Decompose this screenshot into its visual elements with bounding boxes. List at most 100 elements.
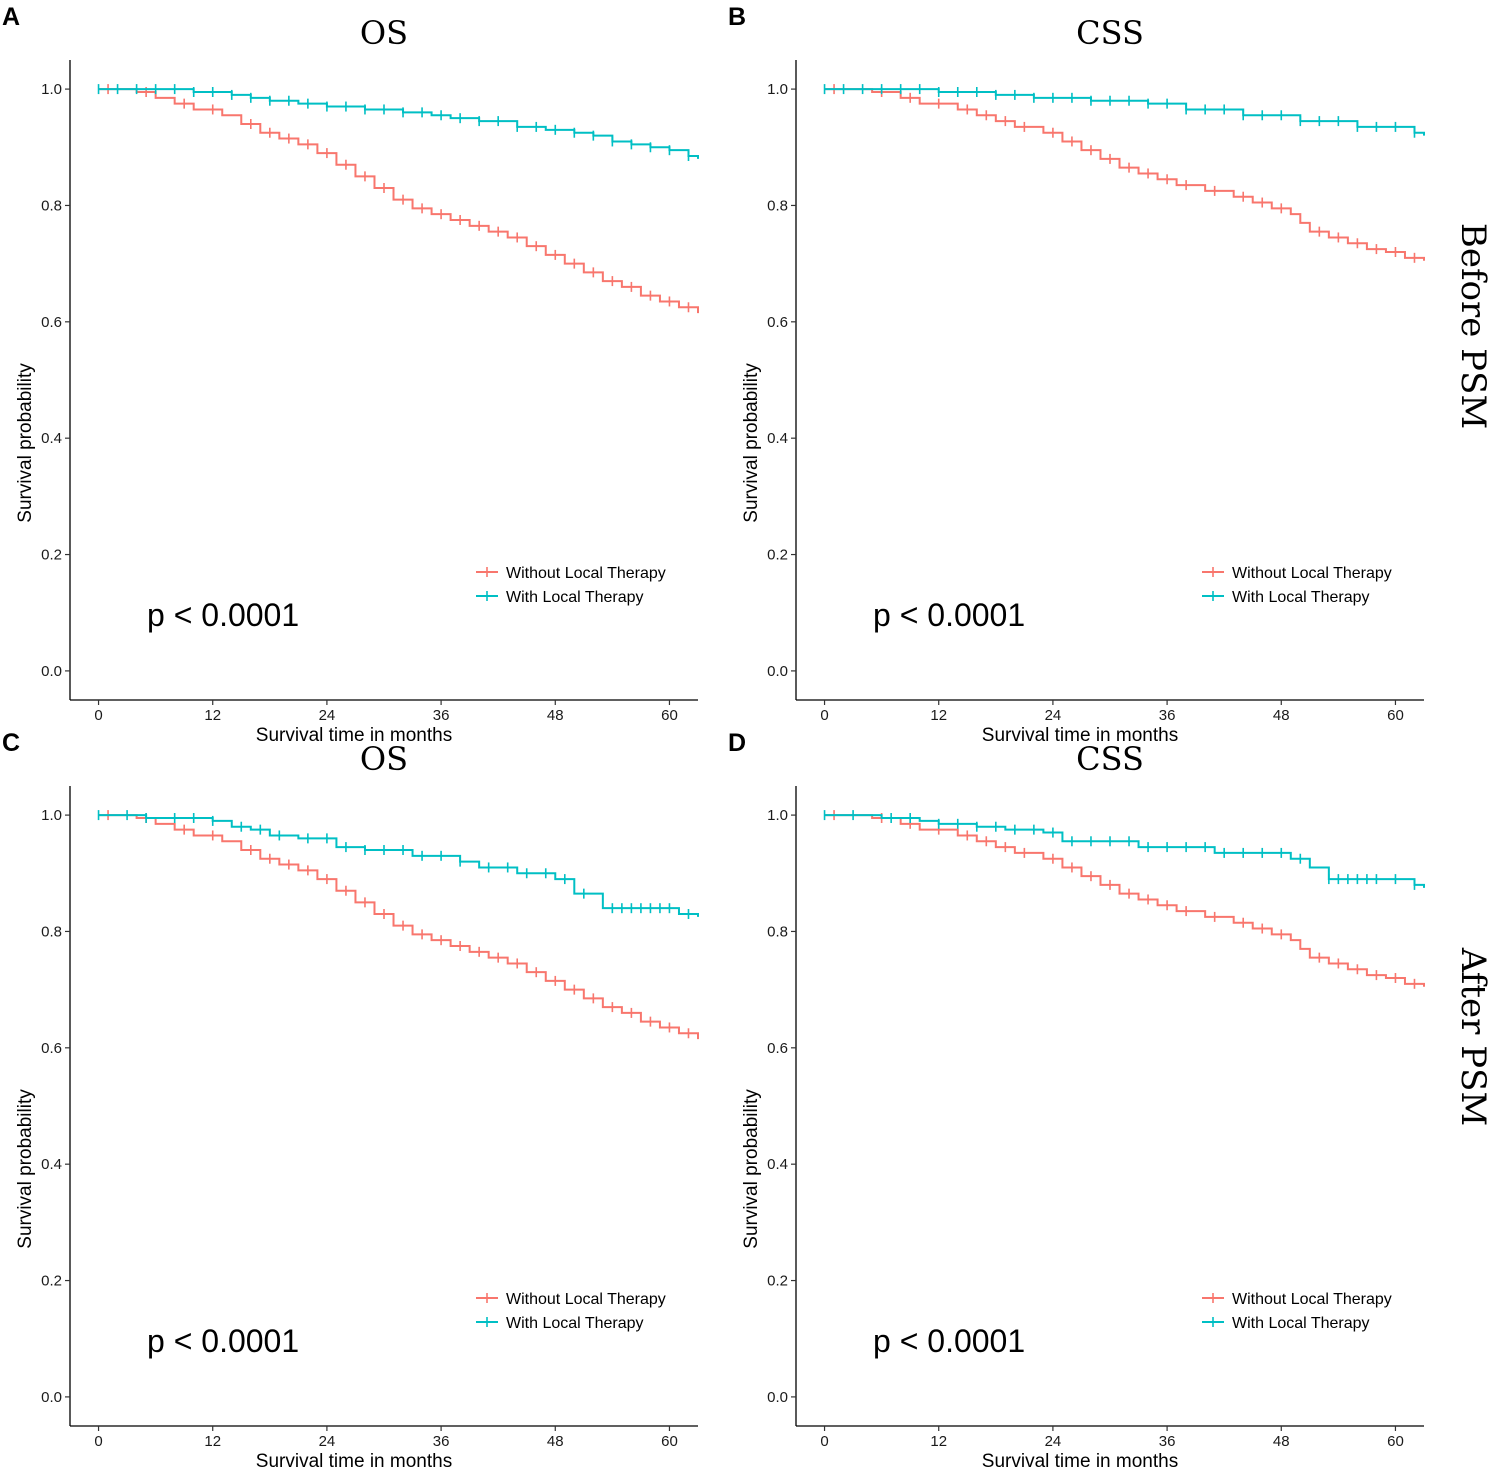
x-axis-title: Survival time in months	[982, 725, 1178, 746]
y-tick-label: 0.2	[41, 1273, 62, 1290]
y-tick-label: 0.2	[41, 547, 62, 564]
y-tick-label: 1.0	[767, 807, 788, 824]
panel-letter: D	[728, 729, 746, 757]
panel-letter: B	[728, 3, 746, 31]
y-tick-label: 0.4	[41, 430, 62, 447]
y-tick-label: 0.6	[41, 314, 62, 331]
x-tick-label: 60	[1387, 1433, 1404, 1450]
y-axis-title: Survival probability	[15, 1089, 36, 1249]
y-tick-label: 0.4	[41, 1156, 62, 1173]
y-tick-label: 0.2	[767, 547, 788, 564]
p-value-annotation: p < 0.0001	[147, 1323, 299, 1359]
y-tick-label: 0.0	[41, 1389, 62, 1406]
y-tick-label: 0.0	[767, 663, 788, 680]
series-without-local-therapy	[824, 810, 1425, 989]
legend: Without Local Therapy With Local Therapy	[476, 1291, 666, 1332]
legend: Without Local Therapy With Local Therapy	[476, 565, 666, 606]
y-tick-label: 0.6	[41, 1040, 62, 1057]
x-tick-label: 0	[94, 707, 102, 724]
panel-letter: A	[2, 3, 20, 31]
legend: Without Local Therapy With Local Therapy	[1202, 1291, 1392, 1332]
survival-curve-without-local-therapy	[824, 88, 1425, 261]
legend-label: With Local Therapy	[506, 589, 644, 606]
p-value-annotation: p < 0.0001	[147, 597, 299, 633]
x-axis-title: Survival time in months	[256, 1451, 452, 1470]
legend-label: Without Local Therapy	[506, 565, 666, 582]
x-axis-title: Survival time in months	[256, 725, 452, 746]
series-with-local-therapy	[823, 810, 1425, 890]
y-tick-label: 1.0	[767, 81, 788, 98]
series-with-local-therapy	[97, 84, 699, 161]
panel-title: OS	[360, 740, 408, 778]
x-tick-label: 48	[547, 1433, 564, 1450]
panel-title: CSS	[1076, 740, 1144, 778]
survival-curve-with-local-therapy	[824, 814, 1425, 888]
panel-c: C OS 0.0 0.2 0.4 0.6 0.8 1.0 0 12 24 36 48 60 Survival…	[2, 729, 699, 1470]
y-tick-label: 1.0	[41, 807, 62, 824]
panel-b: B CSS 0.0 0.2 0.4 0.6 0.8 1.0 0 12 24 36 48 60 Surviva…	[728, 3, 1425, 746]
legend: Without Local Therapy With Local Therapy	[1202, 565, 1392, 606]
y-tick-label: 0.6	[767, 314, 788, 331]
x-tick-label: 12	[204, 707, 221, 724]
x-tick-label: 36	[433, 1433, 450, 1450]
row-label-after-psm: After PSM	[1453, 947, 1492, 1126]
x-tick-label: 60	[1387, 707, 1404, 724]
x-tick-label: 0	[94, 1433, 102, 1450]
series-with-local-therapy	[97, 810, 699, 919]
x-tick-label: 24	[319, 707, 336, 724]
legend-label: With Local Therapy	[1232, 1315, 1370, 1332]
panel-d: D CSS 0.0 0.2 0.4 0.6 0.8 1.0 0 12 24 36 48 60 Surviva…	[728, 729, 1425, 1470]
series-without-local-therapy	[824, 84, 1425, 263]
x-tick-label: 24	[1045, 707, 1062, 724]
y-tick-label: 0.8	[41, 197, 62, 214]
x-tick-label: 12	[204, 1433, 221, 1450]
x-tick-label: 36	[433, 707, 450, 724]
x-tick-label: 24	[319, 1433, 336, 1450]
legend-label: Without Local Therapy	[506, 1291, 666, 1308]
y-axis-title: Survival probability	[741, 1089, 762, 1249]
survival-curve-without-local-therapy	[98, 814, 699, 1040]
legend-label: With Local Therapy	[1232, 589, 1370, 606]
x-tick-label: 12	[930, 1433, 947, 1450]
y-tick-label: 0.8	[767, 923, 788, 940]
survival-curve-without-local-therapy	[824, 814, 1425, 987]
legend-label: Without Local Therapy	[1232, 1291, 1392, 1308]
x-tick-label: 36	[1159, 707, 1176, 724]
x-tick-label: 60	[661, 1433, 678, 1450]
y-tick-label: 0.4	[767, 1156, 788, 1173]
legend-label: Without Local Therapy	[1232, 565, 1392, 582]
y-tick-label: 1.0	[41, 81, 62, 98]
y-tick-label: 0.8	[41, 923, 62, 940]
series-with-local-therapy	[823, 84, 1425, 138]
p-value-annotation: p < 0.0001	[873, 1323, 1025, 1359]
x-tick-label: 36	[1159, 1433, 1176, 1450]
x-tick-label: 12	[930, 707, 947, 724]
x-tick-label: 48	[1273, 1433, 1290, 1450]
y-tick-label: 0.2	[767, 1273, 788, 1290]
y-tick-label: 0.8	[767, 197, 788, 214]
row-label-before-psm: Before PSM	[1453, 223, 1492, 429]
panel-letter: C	[2, 729, 20, 757]
y-tick-label: 0.0	[767, 1389, 788, 1406]
x-tick-label: 60	[661, 707, 678, 724]
x-tick-label: 48	[547, 707, 564, 724]
x-axis-title: Survival time in months	[982, 1451, 1178, 1470]
legend-label: With Local Therapy	[506, 1315, 644, 1332]
y-axis-title: Survival probability	[741, 363, 762, 523]
y-tick-label: 0.4	[767, 430, 788, 447]
survival-curve-without-local-therapy	[98, 88, 699, 314]
x-tick-label: 0	[820, 1433, 828, 1450]
x-tick-label: 0	[820, 707, 828, 724]
panel-title: CSS	[1076, 14, 1144, 52]
panel-title: OS	[360, 14, 408, 52]
series-without-local-therapy	[98, 84, 699, 314]
y-tick-label: 0.0	[41, 663, 62, 680]
y-axis-title: Survival probability	[15, 363, 36, 523]
panels: A OS 0.0 0.2 0.4 0.6 0.8 1.0 0 12 24 36 48 60 Survival…	[2, 3, 1425, 1470]
x-tick-label: 48	[1273, 707, 1290, 724]
panel-a: A OS 0.0 0.2 0.4 0.6 0.8 1.0 0 12 24 36 48 60 Survival…	[2, 3, 699, 746]
x-tick-label: 24	[1045, 1433, 1062, 1450]
y-tick-label: 0.6	[767, 1040, 788, 1057]
